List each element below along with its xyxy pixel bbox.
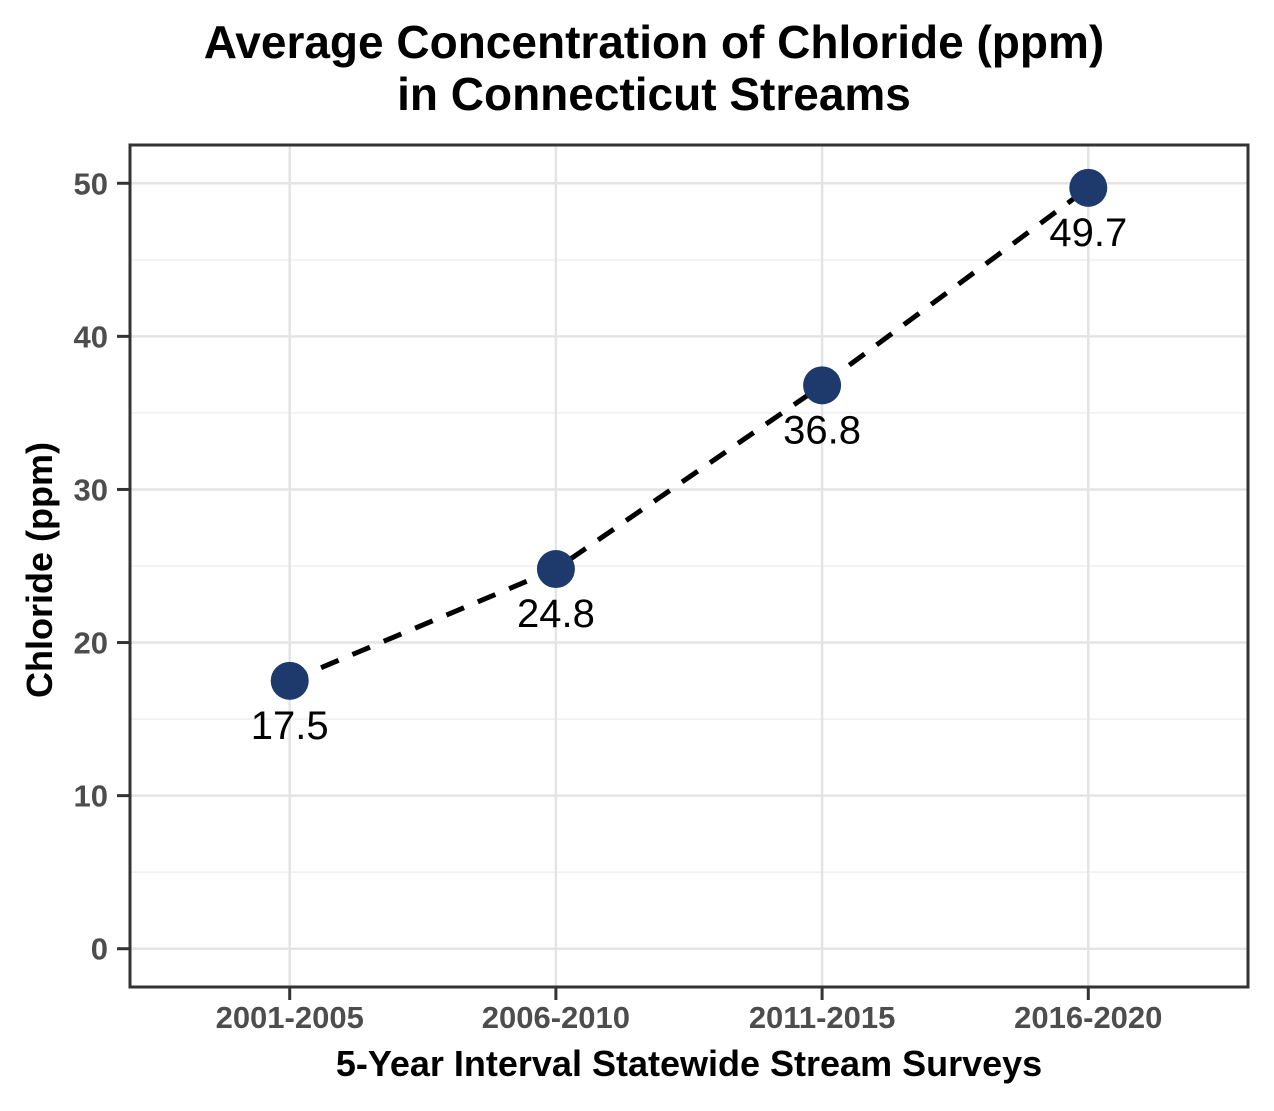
y-tick-label: 10 — [74, 779, 108, 814]
data-point-label: 17.5 — [251, 704, 329, 748]
data-point — [803, 366, 842, 405]
trend-line — [288, 185, 1090, 684]
y-tick-label: 20 — [74, 626, 108, 661]
data-point — [536, 550, 575, 589]
x-tick-label: 2011-2015 — [749, 1000, 896, 1035]
data-point-label: 24.8 — [517, 592, 595, 636]
data-point-label: 36.8 — [783, 408, 861, 452]
data-point-label: 49.7 — [1049, 211, 1127, 255]
x-tick-label: 2006-2010 — [482, 1000, 630, 1035]
chart-title: Average Concentration of Chloride (ppm) … — [60, 16, 1248, 120]
x-axis-title: 5-Year Interval Statewide Stream Surveys — [335, 1043, 1043, 1084]
data-point — [1069, 168, 1108, 207]
y-tick-label: 30 — [74, 472, 108, 507]
panel-border — [128, 143, 1250, 989]
y-tick-label: 0 — [91, 932, 108, 967]
y-tick-label: 40 — [74, 319, 108, 354]
x-tick-label: 2016-2020 — [1014, 1000, 1162, 1035]
x-tick-label: 2001-2005 — [216, 1000, 364, 1035]
y-tick-label: 50 — [74, 166, 108, 201]
chart-title-line1: Average Concentration of Chloride (ppm) — [203, 16, 1105, 68]
chart-title-line2: in Connecticut Streams — [397, 68, 911, 120]
data-point — [270, 661, 309, 700]
